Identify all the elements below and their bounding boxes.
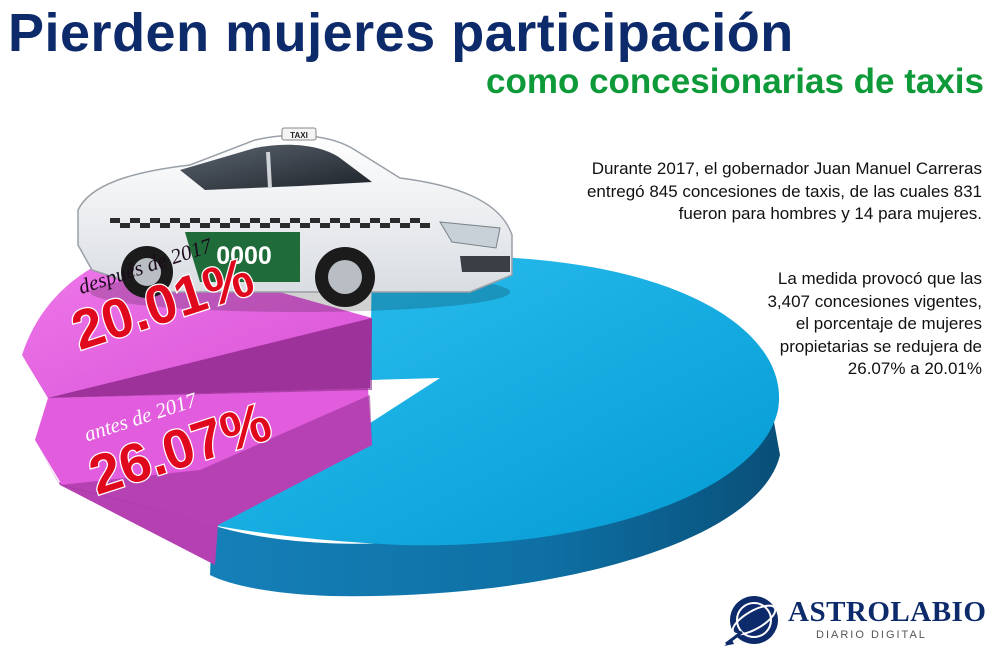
pie-slice-despues-face xyxy=(48,318,372,398)
pie-slice-antes-side xyxy=(35,440,218,565)
page-subtitle: como concesionarias de taxis xyxy=(486,62,984,101)
taxi-illustration: 0000 TAXI xyxy=(77,127,513,312)
page-title: Pierden mujeres participación xyxy=(8,3,794,63)
taxi-roof-sign: TAXI xyxy=(290,131,308,140)
info-paragraph-1: Durante 2017, el gobernador Juan Manuel … xyxy=(586,159,982,223)
brand-tagline: DIARIO DIGITAL xyxy=(816,629,927,641)
taxi-number: 0000 xyxy=(216,242,272,270)
brand-name: ASTROLABIO xyxy=(788,596,987,628)
pie-slice-rest xyxy=(212,255,780,546)
astrolabe-icon xyxy=(724,596,778,646)
pie-slice-rest-side xyxy=(210,400,780,597)
pie-slice-antes-face xyxy=(60,395,372,525)
pie-slice-despues xyxy=(22,250,372,398)
brand-logo: ASTROLABIO DIARIO DIGITAL xyxy=(720,592,990,652)
info-paragraph-2: La medida provocó que las 3,407 concesio… xyxy=(767,269,982,378)
